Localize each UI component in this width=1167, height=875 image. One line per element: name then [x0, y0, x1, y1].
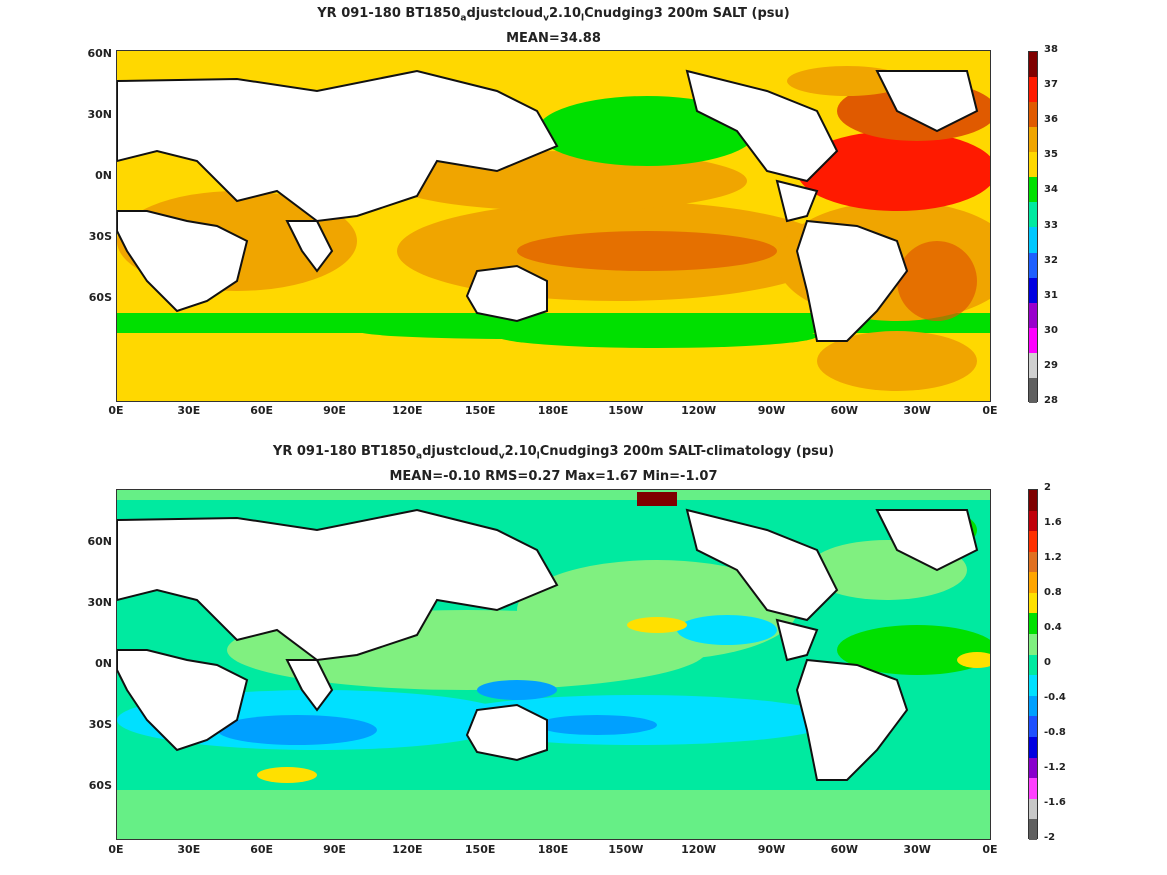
lon-label: 150E: [464, 404, 496, 417]
colorbar-segment: [1029, 510, 1037, 532]
lon-label: 90W: [757, 404, 786, 417]
lon-label: 0E: [982, 843, 998, 856]
lat-label-60n: 60N: [87, 47, 112, 60]
top-map-stats: MEAN=34.88: [506, 31, 601, 46]
colorbar-tick-label: 29: [1044, 359, 1058, 371]
colorbar-segment: [1029, 352, 1037, 378]
colorbar-tick-label: 36: [1044, 114, 1058, 126]
lon-label: 180E: [537, 404, 569, 417]
top-salinity-map: [116, 50, 991, 402]
colorbar-segment: [1029, 716, 1037, 737]
colorbar-segment: [1029, 592, 1037, 614]
colorbar-tick-label: 32: [1044, 254, 1058, 266]
colorbar-segment: [1029, 102, 1037, 128]
colorbar-segment: [1029, 736, 1037, 758]
lon-label: 0E: [108, 843, 124, 856]
colorbar-tick-label: 37: [1044, 79, 1058, 91]
lon-label: 90E: [323, 843, 346, 856]
colorbar-segment: [1029, 634, 1037, 655]
colorbar-segment: [1029, 77, 1037, 103]
colorbar-segment: [1029, 377, 1037, 403]
lon-label: 120W: [681, 843, 717, 856]
lat-label-0n: 0N: [95, 169, 112, 182]
lon-label: 120E: [392, 843, 423, 856]
colorbar-segment: [1029, 277, 1037, 303]
colorbar-tick-label: -1.2: [1044, 762, 1066, 773]
lon-label: 150W: [608, 843, 644, 856]
colorbar-segment: [1029, 490, 1037, 511]
lon-label: 150W: [608, 404, 644, 417]
lon-label: 90E: [323, 404, 346, 417]
colorbar-tick-label: 33: [1044, 219, 1058, 231]
lon-label: 60W: [830, 404, 859, 417]
lon-label: 30E: [177, 404, 201, 417]
colorbar-segment: [1029, 778, 1037, 799]
colorbar-segment: [1029, 227, 1037, 253]
colorbar-segment: [1029, 327, 1037, 353]
lon-label: 30W: [903, 404, 931, 417]
lat-label-60s: 60S: [88, 291, 112, 304]
lon-label: 0E: [982, 404, 998, 417]
lon-label: 120W: [681, 404, 717, 417]
lon-label: 180E: [537, 843, 569, 856]
lon-label: 150E: [464, 843, 496, 856]
bottom-map-stats: MEAN=-0.10 RMS=0.27 Max=1.67 Min=-1.07: [389, 469, 718, 484]
bottom-colorbar: [1028, 489, 1038, 840]
colorbar-segment: [1029, 52, 1037, 78]
lon-label: 60W: [830, 843, 859, 856]
lat-label-30s-b: 30S: [88, 718, 112, 731]
colorbar-tick-label: 30: [1044, 324, 1058, 336]
lon-label: 30W: [903, 843, 931, 856]
colorbar-segment: [1029, 551, 1037, 573]
colorbar-segment: [1029, 798, 1037, 820]
lat-label-0n-b: 0N: [95, 657, 112, 670]
colorbar-tick-label: 0.4: [1044, 622, 1062, 633]
lat-label-30n-b: 30N: [87, 596, 112, 609]
lon-label: 0E: [108, 404, 124, 417]
colorbar-tick-label: 0.8: [1044, 587, 1062, 598]
colorbar-tick-label: -1.6: [1044, 797, 1066, 808]
colorbar-segment: [1029, 572, 1037, 593]
colorbar-tick-label: 1.2: [1044, 552, 1062, 563]
colorbar-tick-label: 1.6: [1044, 517, 1062, 528]
lon-label: 60E: [250, 843, 274, 856]
colorbar-tick-label: 28: [1044, 395, 1058, 406]
lon-label: 90W: [757, 843, 786, 856]
lat-label-60s-b: 60S: [88, 779, 112, 792]
colorbar-segment: [1029, 177, 1037, 203]
colorbar-segment: [1029, 127, 1037, 153]
colorbar-tick-label: 34: [1044, 184, 1058, 196]
colorbar-tick-label: 31: [1044, 289, 1058, 301]
top-colorbar: [1028, 51, 1038, 403]
colorbar-segment: [1029, 695, 1037, 717]
lat-label-60n-b: 60N: [87, 535, 112, 548]
colorbar-segment: [1029, 819, 1037, 840]
colorbar-tick-label: 35: [1044, 149, 1058, 161]
colorbar-segment: [1029, 531, 1037, 552]
top-map-title: YR 091-180 BT1850adjustcloudv2.10lCnudgi…: [317, 6, 790, 24]
lat-label-30s: 30S: [88, 230, 112, 243]
colorbar-tick-label: 0: [1044, 657, 1051, 668]
lon-label: 60E: [250, 404, 274, 417]
colorbar-tick-label: -2: [1044, 832, 1056, 843]
colorbar-segment: [1029, 302, 1037, 328]
colorbar-tick-label: -0.4: [1044, 692, 1066, 703]
colorbar-tick-label: 2: [1044, 482, 1051, 493]
colorbar-segment: [1029, 202, 1037, 228]
colorbar-segment: [1029, 757, 1037, 779]
colorbar-segment: [1029, 675, 1037, 696]
colorbar-segment: [1029, 654, 1037, 676]
colorbar-segment: [1029, 613, 1037, 635]
colorbar-segment: [1029, 152, 1037, 178]
colorbar-tick-label: 38: [1044, 44, 1058, 55]
lon-label: 120E: [392, 404, 423, 417]
lat-label-30n: 30N: [87, 108, 112, 121]
bottom-map-title: YR 091-180 BT1850adjustcloudv2.10lCnudgi…: [272, 444, 835, 462]
colorbar-segment: [1029, 252, 1037, 278]
bottom-anomaly-map: [116, 489, 991, 840]
colorbar-tick-label: -0.8: [1044, 727, 1066, 738]
lon-label: 30E: [177, 843, 201, 856]
